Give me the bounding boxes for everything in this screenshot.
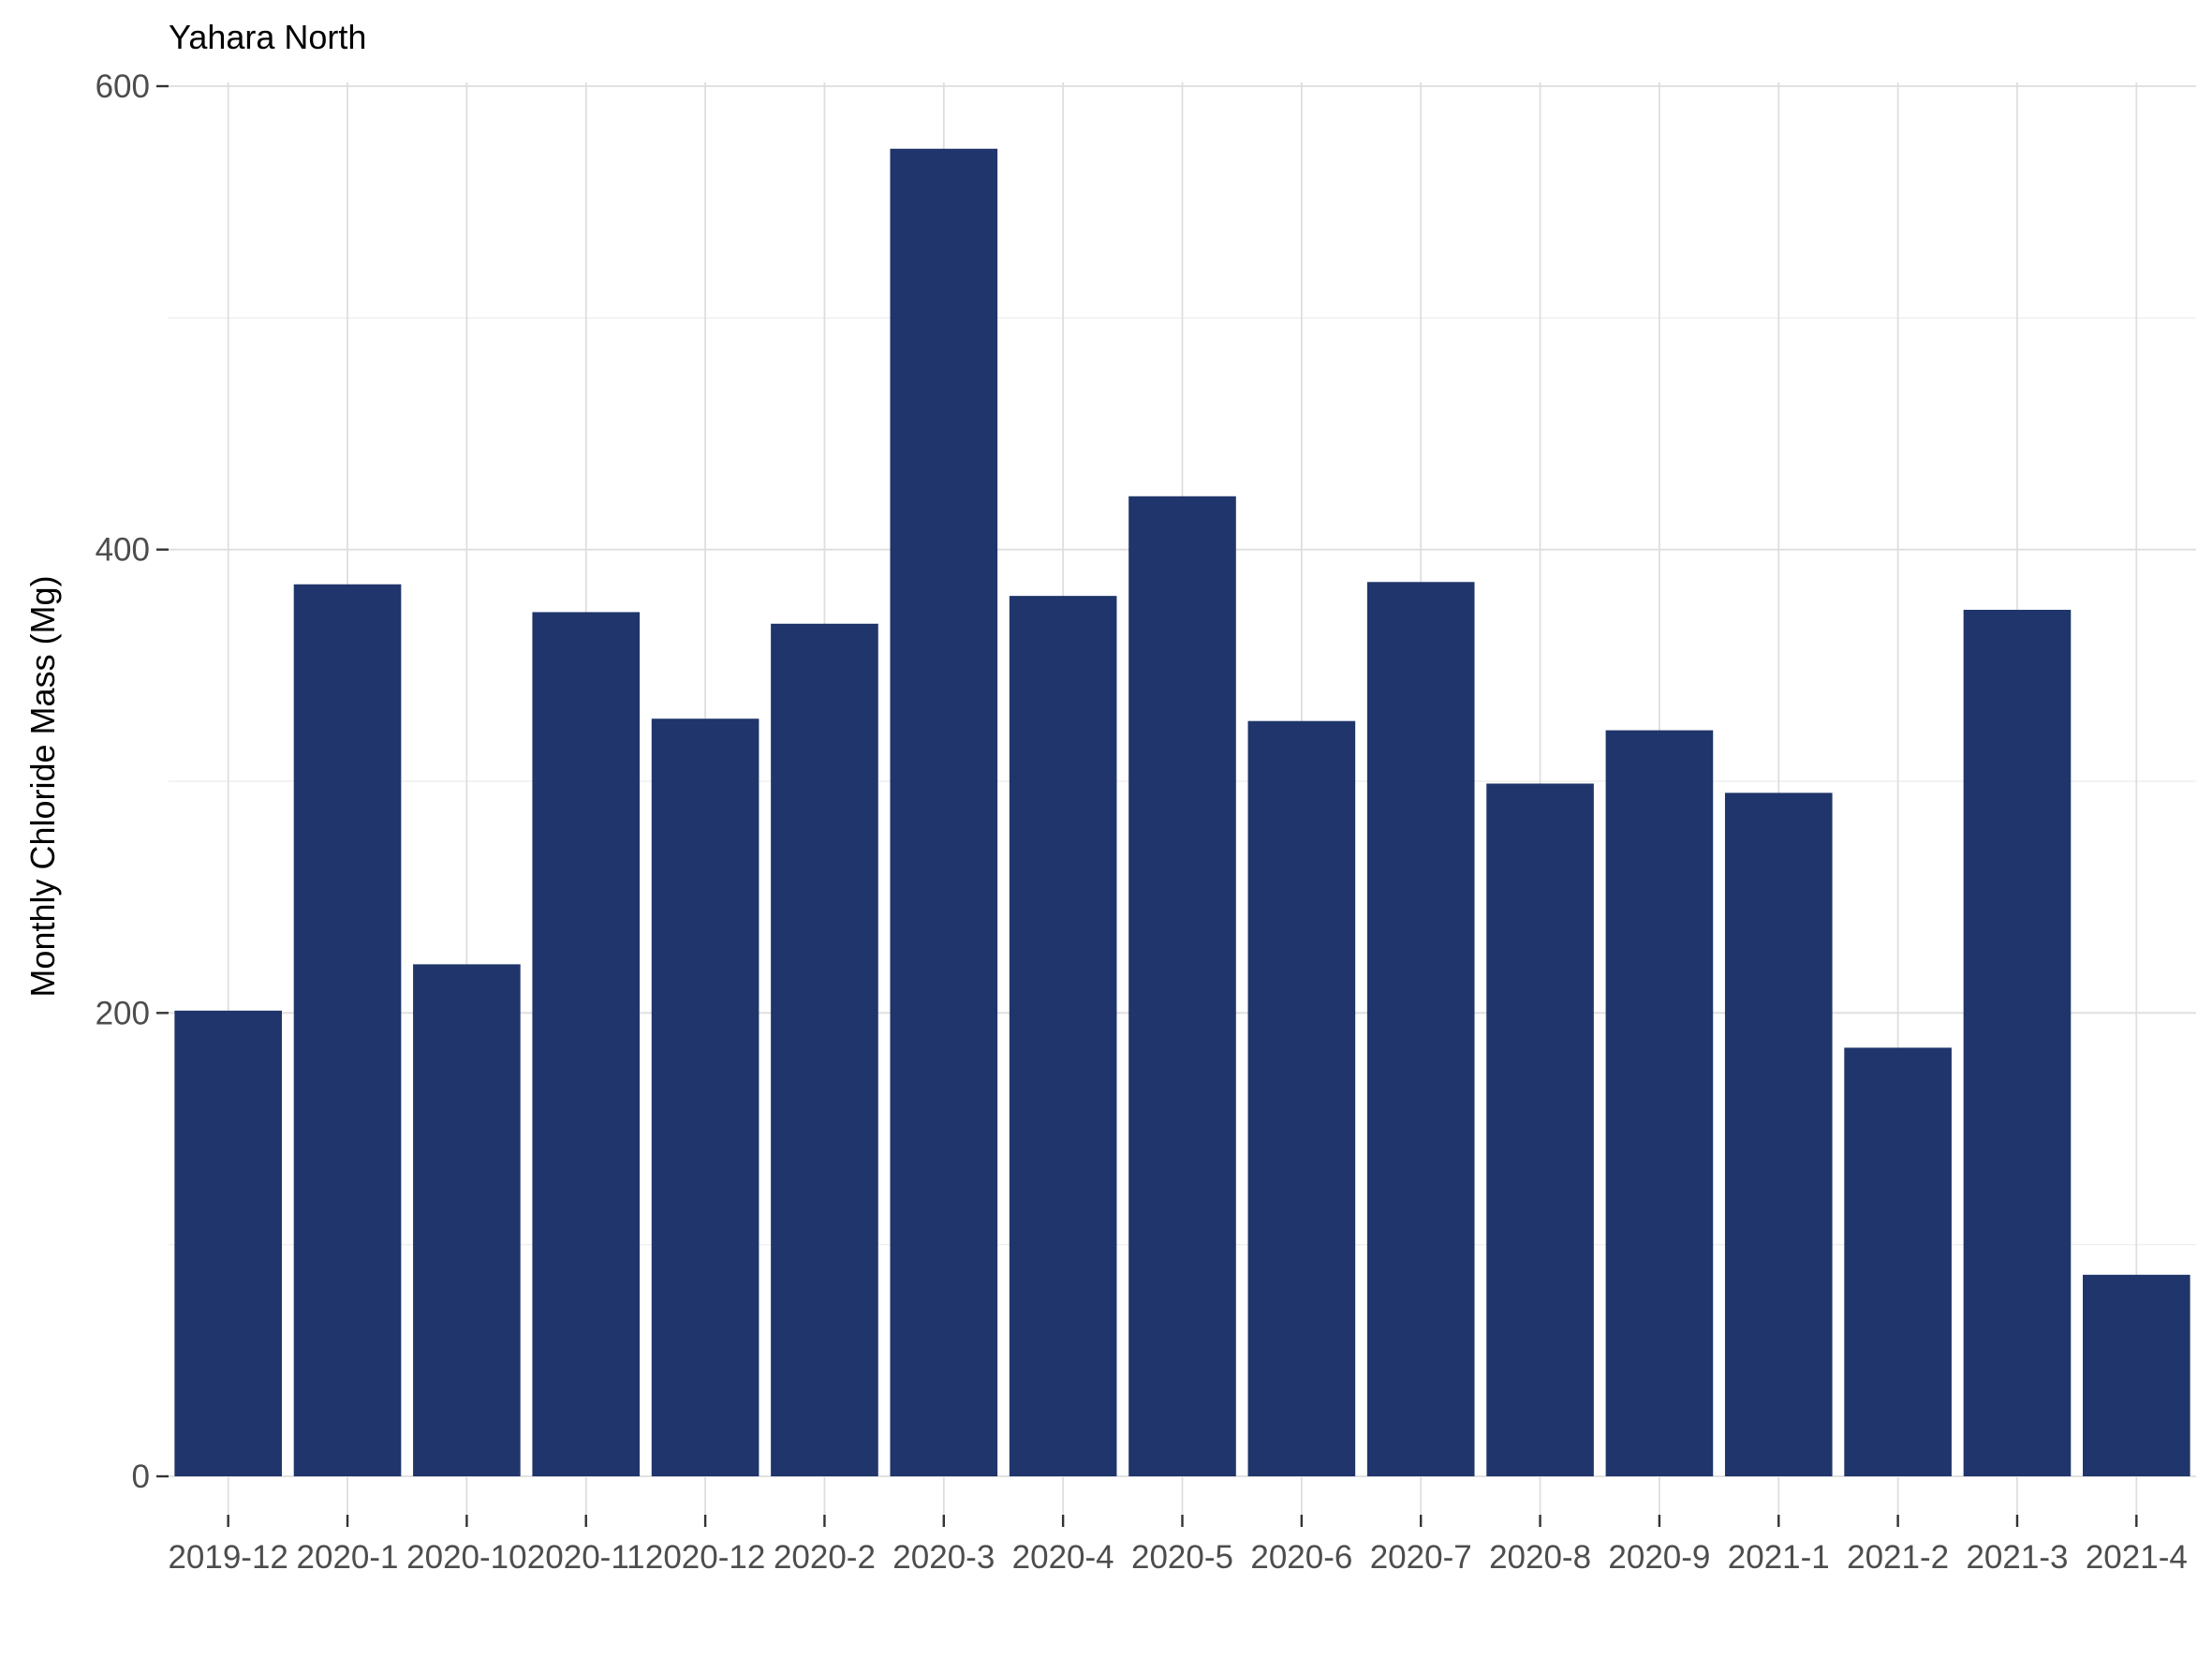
bar-2020-1 <box>293 584 402 1476</box>
y-tick-label: 200 <box>96 995 150 1031</box>
x-tick-label: 2020-6 <box>1250 1539 1352 1576</box>
bar-2020-3 <box>890 148 998 1476</box>
bar-2020-6 <box>1247 720 1356 1476</box>
x-tick-label: 2020-3 <box>892 1539 995 1576</box>
x-tick-label: 2021-2 <box>1847 1539 1949 1576</box>
x-tick-label: 2020-12 <box>645 1539 765 1576</box>
bar-2021-3 <box>1963 609 2072 1476</box>
x-tick-label: 2021-1 <box>1728 1539 1830 1576</box>
x-tick-label: 2020-10 <box>406 1539 526 1576</box>
y-tick-label: 0 <box>132 1459 150 1495</box>
bars <box>174 148 2190 1476</box>
bar-2020-11 <box>532 612 641 1476</box>
bar-2020-10 <box>413 964 521 1476</box>
x-tick-label: 2020-4 <box>1012 1539 1114 1576</box>
x-tick-label: 2020-1 <box>297 1539 399 1576</box>
x-axis: 2019-12 2020-1 2020-10 2020-11 2020-12 2020-2… <box>168 1515 2188 1576</box>
bar-2020-4 <box>1009 596 1117 1476</box>
bar-2020-5 <box>1128 496 1236 1476</box>
x-tick-label: 2021-4 <box>2086 1539 2188 1576</box>
bar-2020-12 <box>651 718 759 1476</box>
bar-2021-1 <box>1724 792 1833 1476</box>
x-tick-label: 2020-9 <box>1608 1539 1710 1576</box>
bar-2019-12 <box>174 1010 282 1476</box>
bar-2020-8 <box>1486 783 1594 1476</box>
x-tick-label: 2020-2 <box>774 1539 876 1576</box>
y-axis: 0 200 400 600 <box>96 68 169 1495</box>
x-tick-label: 2020-8 <box>1489 1539 1591 1576</box>
bar-2020-9 <box>1605 730 1714 1476</box>
y-axis-label: Monthly Chloride Mass (Mg) <box>23 575 62 997</box>
x-tick-label: 2020-7 <box>1370 1539 1472 1576</box>
y-tick-label: 400 <box>96 532 150 569</box>
x-tick-label: 2020-5 <box>1131 1539 1233 1576</box>
x-tick-label: 2021-3 <box>1966 1539 2068 1576</box>
y-tick-label: 600 <box>96 68 150 105</box>
bar-2020-7 <box>1366 582 1475 1476</box>
chart-title: Yahara North <box>169 18 366 56</box>
bar-2021-2 <box>1844 1047 1952 1476</box>
bar-2020-2 <box>771 623 878 1476</box>
x-tick-label: 2020-11 <box>527 1539 645 1576</box>
bar-2021-4 <box>2083 1274 2190 1476</box>
x-tick-label: 2019-12 <box>168 1539 288 1576</box>
